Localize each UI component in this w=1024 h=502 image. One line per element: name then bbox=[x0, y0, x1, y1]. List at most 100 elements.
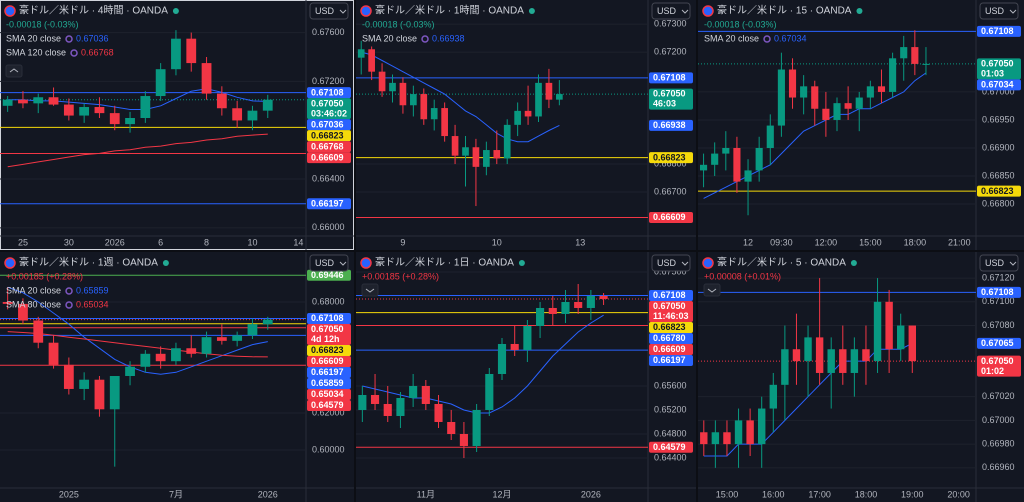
collapse-button[interactable] bbox=[5, 64, 23, 78]
price-tag-countdown: 11:46:03 bbox=[653, 311, 689, 321]
y-tick-label: 0.66800 bbox=[654, 158, 687, 168]
indicator-value: 0.65859 bbox=[76, 285, 109, 295]
candle-body bbox=[866, 86, 874, 98]
candle-body bbox=[493, 150, 501, 159]
x-tick-label: 9 bbox=[400, 237, 405, 247]
candle-body bbox=[247, 324, 258, 336]
x-tick-label: 10 bbox=[247, 237, 257, 247]
panel-background bbox=[0, 252, 354, 502]
price-tag-label: 0.66197 bbox=[311, 198, 344, 208]
candle-body bbox=[155, 69, 166, 97]
price-tag bbox=[307, 87, 351, 99]
candle-body bbox=[769, 384, 777, 409]
candle-body bbox=[734, 420, 743, 445]
x-tick-label: 8 bbox=[204, 237, 209, 247]
y-tick-label: 0.66000 bbox=[312, 222, 345, 232]
sma-line bbox=[703, 72, 927, 199]
candle-body bbox=[2, 302, 13, 304]
market-status bbox=[856, 8, 863, 14]
price-tag-label: 0.67108 bbox=[311, 87, 344, 97]
candle-body bbox=[503, 124, 511, 159]
candle-body bbox=[545, 82, 553, 100]
price-tag bbox=[977, 79, 1021, 91]
indicator-icon bbox=[65, 35, 73, 43]
candle-body bbox=[711, 432, 720, 445]
indicator-icon bbox=[763, 35, 771, 43]
candle-body bbox=[850, 349, 859, 373]
candle-body bbox=[815, 337, 824, 373]
candle-body bbox=[18, 303, 28, 321]
price-tag-label: 0.67050 bbox=[653, 301, 686, 311]
price-tag bbox=[307, 269, 351, 281]
collapse-button[interactable] bbox=[361, 283, 379, 297]
candle-body bbox=[109, 376, 120, 410]
candle-body bbox=[827, 349, 835, 373]
x-tick-label: 10 bbox=[492, 237, 502, 247]
price-tag-label: 0.67050 bbox=[653, 89, 686, 99]
y-tick-label: 0.68000 bbox=[312, 296, 345, 306]
price-tag bbox=[307, 324, 351, 346]
x-tick-label: 17:00 bbox=[808, 489, 831, 499]
indicator-name: SMA 80 close bbox=[6, 299, 61, 309]
currency-button[interactable] bbox=[979, 254, 1019, 272]
price-tag bbox=[307, 141, 351, 153]
candle-body bbox=[599, 295, 608, 299]
candle-body bbox=[48, 97, 59, 105]
collapse-button[interactable] bbox=[703, 283, 721, 297]
candle-body bbox=[459, 433, 468, 446]
candle-body bbox=[900, 47, 908, 59]
chart-title: 豪ドル／米ドル · 15 · OANDA bbox=[717, 4, 852, 17]
currency-label: USD bbox=[657, 258, 677, 268]
indicator-name: SMA 20 close bbox=[6, 33, 61, 43]
price-tag-label: 0.67034 bbox=[981, 80, 1014, 90]
x-tick-label: 20:00 bbox=[947, 489, 970, 499]
candle-body bbox=[700, 164, 708, 171]
candle-body bbox=[421, 385, 430, 404]
x-tick-label: 12 bbox=[743, 237, 753, 247]
price-change: -0.00018 (-0.03%) bbox=[6, 19, 79, 29]
candle-body bbox=[722, 147, 730, 154]
price-tag-label: 0.66609 bbox=[653, 212, 686, 222]
currency-label: USD bbox=[657, 6, 677, 16]
candle-body bbox=[140, 96, 151, 118]
candle-body bbox=[79, 379, 90, 389]
candle-body bbox=[889, 58, 897, 92]
currency-button[interactable] bbox=[979, 2, 1019, 20]
price-tag-countdown: 01:02 bbox=[981, 366, 1004, 376]
y-tick-label: 0.67120 bbox=[982, 272, 1015, 282]
candle-body bbox=[409, 385, 418, 398]
price-tag-label: 0.66823 bbox=[311, 345, 344, 355]
candle-body bbox=[33, 320, 44, 343]
y-tick-label: 0.60000 bbox=[312, 444, 345, 454]
chart-panel: 0.68000 0.62000 0.60000 2025 7月 2026 0.69446 0.… bbox=[0, 252, 354, 502]
candle-body bbox=[862, 349, 870, 362]
y-tick-label: 0.67080 bbox=[982, 320, 1015, 330]
candle-body bbox=[216, 93, 227, 109]
symbol-icon bbox=[360, 5, 372, 17]
price-tag bbox=[649, 344, 693, 356]
price-tag bbox=[649, 355, 693, 367]
candle-body bbox=[777, 69, 785, 126]
price-tag bbox=[649, 301, 693, 323]
currency-label: USD bbox=[985, 6, 1005, 16]
indicator-value: 0.66768 bbox=[81, 47, 114, 57]
candle-body bbox=[171, 348, 181, 362]
price-tag-label: 0.66197 bbox=[311, 367, 344, 377]
candle-body bbox=[885, 301, 893, 350]
candle-body bbox=[389, 82, 396, 92]
candle-body bbox=[378, 71, 386, 92]
currency-button[interactable] bbox=[309, 254, 349, 272]
currency-button[interactable] bbox=[651, 254, 691, 272]
price-tag-label: 0.67108 bbox=[311, 313, 344, 323]
currency-button[interactable] bbox=[309, 2, 349, 20]
candle-body bbox=[262, 99, 273, 111]
price-tag bbox=[307, 378, 351, 390]
price-tag-label: 0.64579 bbox=[653, 442, 686, 452]
candle-body bbox=[186, 348, 197, 354]
x-tick-label: 11月 bbox=[417, 489, 435, 499]
candle-body bbox=[94, 107, 105, 114]
currency-button[interactable] bbox=[651, 2, 691, 20]
y-tick-label: 0.62000 bbox=[312, 407, 345, 417]
candle-body bbox=[523, 325, 532, 350]
candle-body bbox=[733, 147, 741, 182]
